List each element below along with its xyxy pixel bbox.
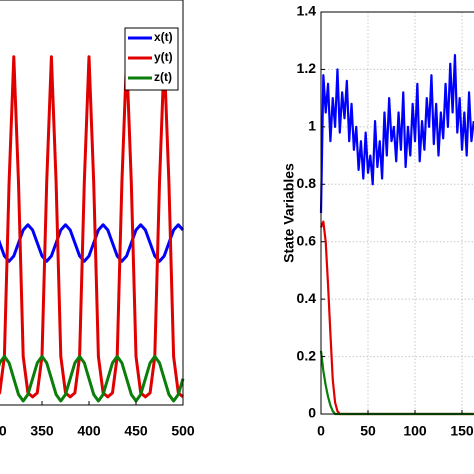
x-tick-label: 50 bbox=[360, 423, 376, 439]
y-axis-label: State Variables bbox=[281, 163, 297, 263]
x-tick-label: 400 bbox=[77, 423, 101, 439]
x-tick-label: 450 bbox=[124, 423, 148, 439]
y-tick-label: 0.2 bbox=[297, 347, 317, 363]
y-tick-label: 1.4 bbox=[297, 3, 317, 19]
series-line bbox=[0, 354, 185, 403]
y-tick-label: 0.4 bbox=[297, 290, 317, 306]
series-line bbox=[0, 55, 184, 399]
x-tick-label: 150 bbox=[450, 423, 474, 439]
x-tick-label: 350 bbox=[30, 423, 54, 439]
legend: x(t) y(t) z(t) bbox=[124, 27, 179, 91]
y-tick-label: 1 bbox=[308, 118, 316, 134]
y-tick-label: 0 bbox=[308, 405, 316, 421]
series-line bbox=[0, 223, 185, 263]
x-tick-label: 500 bbox=[171, 423, 195, 439]
x-tick-label: 300 bbox=[0, 423, 7, 439]
y-tick-label: 1.2 bbox=[297, 60, 317, 76]
series-line bbox=[319, 53, 474, 214]
legend-label: y(t) bbox=[154, 50, 173, 64]
x-tick-label: 100 bbox=[403, 423, 427, 439]
y-tick-label: 0.6 bbox=[297, 232, 317, 248]
y-tick-label: 0.8 bbox=[297, 175, 317, 191]
series-line bbox=[319, 350, 474, 416]
legend-label: z(t) bbox=[154, 70, 172, 84]
legend-label: x(t) bbox=[154, 30, 173, 44]
series-line bbox=[319, 220, 474, 416]
x-tick-label: 0 bbox=[317, 423, 325, 439]
